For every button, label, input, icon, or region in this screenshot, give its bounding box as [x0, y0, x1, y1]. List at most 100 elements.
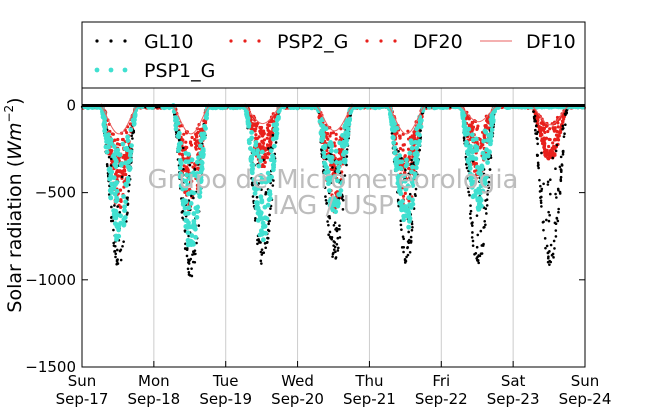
data-point — [114, 195, 120, 201]
data-point — [122, 146, 128, 152]
data-point — [401, 235, 405, 239]
data-point — [538, 178, 541, 182]
data-point — [112, 156, 118, 161]
data-point — [192, 224, 198, 229]
data-point — [486, 189, 490, 193]
data-point — [113, 180, 119, 186]
data-point — [266, 123, 270, 127]
data-point — [542, 136, 546, 140]
data-point — [398, 146, 403, 151]
data-point — [540, 205, 543, 208]
data-point — [410, 162, 413, 166]
data-point — [471, 239, 475, 243]
legend-label-psp1-g: PSP1_G — [144, 60, 215, 82]
data-point — [123, 199, 128, 205]
data-point — [402, 237, 406, 241]
data-point — [476, 124, 480, 128]
data-point — [193, 168, 197, 172]
data-point — [390, 132, 394, 135]
data-point — [544, 136, 549, 140]
data-point — [536, 142, 539, 146]
data-point — [335, 198, 341, 204]
data-point — [556, 138, 561, 142]
data-point — [128, 149, 133, 155]
data-point — [475, 245, 479, 249]
data-point — [121, 194, 126, 199]
data-point — [248, 156, 254, 162]
data-point — [274, 117, 280, 123]
data-point — [189, 157, 195, 163]
data-point — [122, 208, 127, 214]
data-point — [109, 164, 113, 167]
data-point — [343, 135, 348, 141]
data-point — [181, 200, 187, 206]
data-point — [101, 114, 107, 120]
data-point — [345, 130, 351, 136]
data-point — [472, 192, 478, 198]
data-point — [482, 172, 486, 176]
data-point — [328, 204, 334, 210]
data-point — [249, 129, 255, 135]
data-point — [468, 193, 471, 197]
data-point — [333, 241, 337, 244]
data-point — [469, 204, 472, 207]
data-point — [465, 166, 469, 170]
legend-dot — [122, 67, 128, 73]
data-point — [333, 209, 339, 215]
data-point — [120, 171, 124, 175]
data-point — [112, 228, 115, 232]
data-point — [258, 125, 262, 130]
data-point — [547, 144, 551, 149]
data-point — [263, 230, 268, 236]
data-point — [188, 163, 192, 167]
data-point — [399, 202, 404, 208]
data-point — [194, 171, 200, 176]
x-tick-label-date-6: Sep-23 — [487, 390, 540, 408]
data-point — [259, 128, 263, 132]
data-point — [548, 127, 552, 131]
x-tick-label-day-2: Tue — [212, 372, 239, 390]
data-point — [336, 236, 340, 240]
data-point — [546, 251, 550, 255]
data-point — [553, 129, 557, 133]
data-point — [558, 192, 562, 195]
data-point — [265, 170, 271, 176]
data-point — [274, 132, 279, 137]
data-point — [181, 209, 185, 213]
data-point — [132, 113, 138, 118]
data-point — [117, 152, 123, 158]
data-point — [546, 180, 550, 184]
data-point — [123, 157, 127, 161]
data-point — [409, 145, 415, 151]
data-point — [552, 256, 555, 259]
data-point — [418, 148, 421, 152]
grid-lines — [153, 88, 514, 367]
data-point — [268, 213, 271, 217]
data-point — [556, 187, 560, 191]
data-point — [257, 135, 261, 139]
data-point — [178, 160, 184, 166]
data-point — [405, 255, 408, 259]
data-point — [412, 174, 418, 180]
data-point — [394, 155, 400, 161]
data-point — [248, 146, 253, 151]
data-point — [403, 163, 409, 169]
data-point — [335, 242, 339, 246]
data-point — [532, 110, 535, 113]
data-point — [186, 205, 192, 211]
data-point — [115, 262, 118, 266]
data-point — [336, 164, 342, 170]
data-point — [188, 140, 193, 144]
legend-label-gl10: GL10 — [144, 31, 194, 53]
data-point — [406, 195, 412, 201]
data-point — [481, 138, 487, 144]
data-point — [532, 117, 536, 120]
data-point — [324, 165, 330, 170]
data-point — [485, 119, 489, 123]
data-point — [562, 114, 566, 119]
data-point — [259, 250, 263, 254]
x-tick-label-day-1: Mon — [138, 372, 170, 390]
data-point — [401, 143, 405, 147]
data-point — [268, 157, 274, 163]
data-point — [107, 155, 111, 159]
